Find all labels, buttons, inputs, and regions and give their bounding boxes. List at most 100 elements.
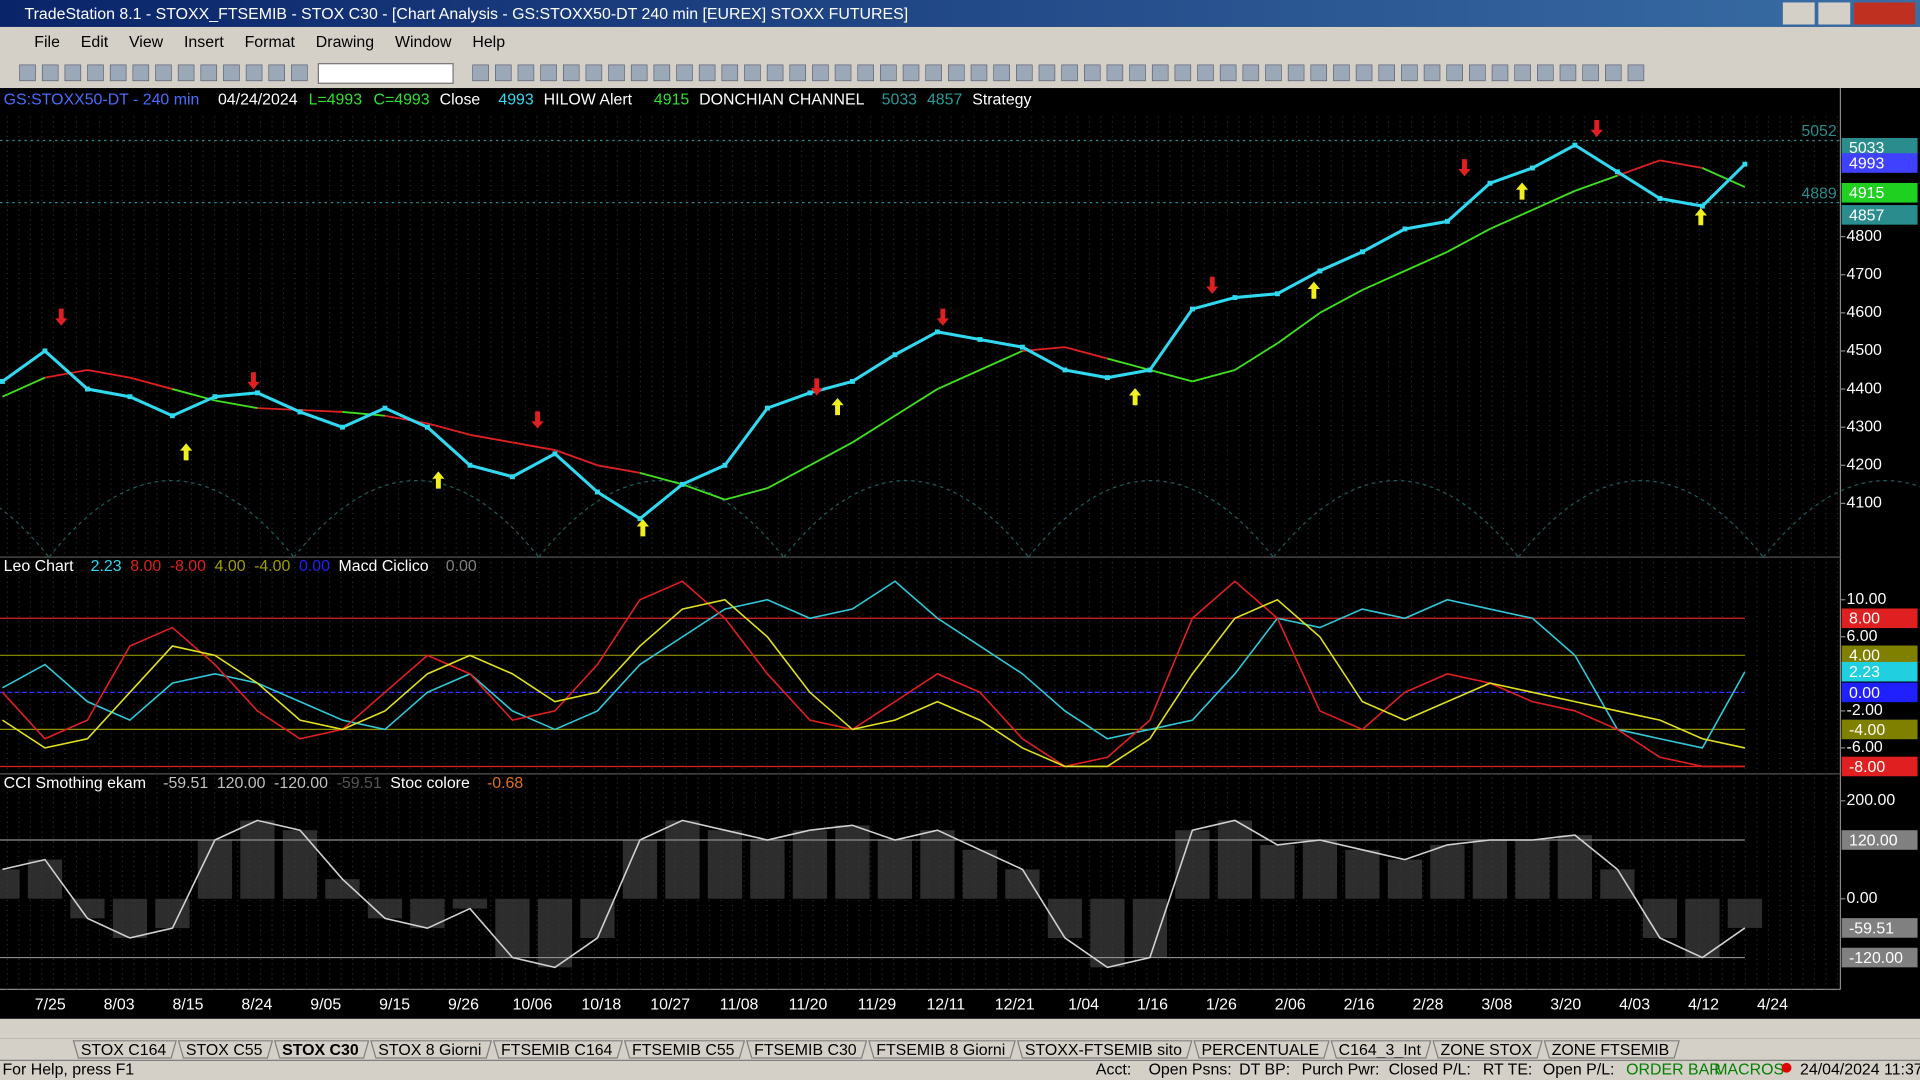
toolbar-button[interactable]	[19, 64, 36, 82]
toolbar-button[interactable]	[1016, 64, 1033, 82]
menu-item[interactable]: Drawing	[316, 34, 374, 51]
x-tick-label: 9/15	[379, 997, 410, 1014]
toolbar-button[interactable]	[1378, 64, 1395, 82]
toolbar-button[interactable]	[1129, 64, 1146, 82]
toolbar-button[interactable]	[812, 64, 829, 82]
buy-arrow	[1307, 281, 1320, 299]
toolbar-combo[interactable]	[317, 63, 454, 84]
toolbar-button[interactable]	[1627, 64, 1645, 82]
toolbar-button[interactable]	[472, 64, 489, 82]
toolbar-button[interactable]	[540, 64, 557, 82]
toolbar-button[interactable]	[41, 64, 59, 82]
toolbar-button[interactable]	[948, 64, 965, 82]
x-tick-label: 8/15	[172, 997, 203, 1014]
toolbar-button[interactable]	[1083, 64, 1101, 82]
toolbar-button[interactable]	[1423, 64, 1441, 82]
toolbar-button[interactable]	[1106, 64, 1124, 82]
toolbar-button[interactable]	[1582, 64, 1599, 82]
minimize-button[interactable]	[1782, 2, 1815, 25]
tab[interactable]: STOX 8 Giorni	[378, 1042, 481, 1059]
toolbar-button[interactable]	[64, 64, 82, 82]
tab[interactable]: STOX C30	[282, 1042, 359, 1059]
toolbar-button[interactable]	[1333, 64, 1350, 82]
menu-item[interactable]: Edit	[81, 34, 109, 51]
tab[interactable]: FTSEMIB 8 Giorni	[876, 1042, 1005, 1059]
toolbar-button[interactable]	[291, 64, 308, 82]
menu-item[interactable]: Insert	[184, 34, 224, 51]
toolbar-button[interactable]	[902, 64, 920, 82]
toolbar-button[interactable]	[1287, 64, 1305, 82]
tab[interactable]: STOX C55	[186, 1042, 263, 1059]
tab[interactable]: PERCENTUALE	[1202, 1042, 1320, 1059]
toolbar-button[interactable]	[1491, 64, 1509, 82]
toolbar-button[interactable]	[1174, 64, 1192, 82]
menu-item[interactable]: Format	[245, 34, 296, 51]
toolbar-button[interactable]	[1310, 64, 1328, 82]
toolbar-button[interactable]	[1151, 64, 1169, 82]
cci-histogram	[622, 840, 658, 899]
toolbar-button[interactable]	[721, 64, 739, 82]
tab[interactable]: STOXX-FTSEMIB sito	[1025, 1042, 1182, 1059]
toolbar-button[interactable]	[585, 64, 603, 82]
toolbar-button[interactable]	[1242, 64, 1260, 82]
order-bar[interactable]: ORDER BAR	[1626, 1061, 1721, 1078]
tab[interactable]: FTSEMIB C164	[501, 1042, 613, 1059]
tab[interactable]: FTSEMIB C55	[632, 1042, 735, 1059]
macros[interactable]: MACROS	[1714, 1061, 1784, 1078]
toolbar-button[interactable]	[857, 64, 874, 82]
toolbar-button[interactable]	[1469, 64, 1486, 82]
tab[interactable]: C164_3_Int	[1339, 1042, 1422, 1059]
toolbar-button[interactable]	[653, 64, 671, 82]
tab[interactable]: ZONE FTSEMIB	[1552, 1042, 1670, 1059]
menu-item[interactable]: File	[34, 34, 60, 51]
toolbar-button[interactable]	[1446, 64, 1463, 82]
toolbar-button[interactable]	[87, 64, 104, 82]
toolbar-button[interactable]	[880, 64, 897, 82]
toolbar-button[interactable]	[1559, 64, 1577, 82]
toolbar-button[interactable]	[608, 64, 625, 82]
toolbar-button[interactable]	[1219, 64, 1237, 82]
toolbar-button[interactable]	[834, 64, 852, 82]
toolbar-button[interactable]	[495, 64, 512, 82]
toolbar-button[interactable]	[1514, 64, 1531, 82]
toolbar-button[interactable]	[698, 64, 716, 82]
toolbar-button[interactable]	[517, 64, 535, 82]
toolbar-button[interactable]	[1061, 64, 1078, 82]
toolbar-button[interactable]	[155, 64, 172, 82]
menu-item[interactable]: Help	[472, 34, 505, 51]
toolbar-button[interactable]	[562, 64, 580, 82]
toolbar-button[interactable]	[766, 64, 784, 82]
toolbar-button[interactable]	[676, 64, 693, 82]
toolbar-button[interactable]	[200, 64, 218, 82]
toolbar-button[interactable]	[1265, 64, 1282, 82]
toolbar-button[interactable]	[177, 64, 195, 82]
scrollbar[interactable]	[0, 1018, 1920, 1039]
toolbar-button[interactable]	[268, 64, 285, 82]
toolbar-button[interactable]	[1605, 64, 1622, 82]
cci-histogram	[580, 898, 615, 938]
cci-histogram	[1302, 840, 1338, 899]
tab[interactable]: ZONE STOX	[1441, 1042, 1533, 1059]
toolbar-button[interactable]	[245, 64, 263, 82]
toolbar-button[interactable]	[744, 64, 761, 82]
maximize-button[interactable]	[1818, 2, 1851, 25]
toolbar-button[interactable]	[970, 64, 988, 82]
tab-strip	[0, 1038, 1920, 1061]
toolbar-button[interactable]	[1355, 64, 1373, 82]
menu-item[interactable]: View	[129, 34, 164, 51]
toolbar-button[interactable]	[1038, 64, 1056, 82]
toolbar-button[interactable]	[223, 64, 240, 82]
toolbar-button[interactable]	[789, 64, 807, 82]
toolbar-button[interactable]	[630, 64, 648, 82]
toolbar-button[interactable]	[925, 64, 942, 82]
close-button[interactable]	[1853, 2, 1916, 25]
toolbar-button[interactable]	[1197, 64, 1214, 82]
tab[interactable]: FTSEMIB C30	[754, 1042, 857, 1059]
toolbar-button[interactable]	[993, 64, 1010, 82]
menu-item[interactable]: Window	[395, 34, 452, 51]
toolbar-button[interactable]	[109, 64, 127, 82]
toolbar-button[interactable]	[1401, 64, 1418, 82]
tab[interactable]: STOX C164	[81, 1042, 167, 1059]
toolbar-button[interactable]	[132, 64, 150, 82]
toolbar-button[interactable]	[1537, 64, 1554, 82]
